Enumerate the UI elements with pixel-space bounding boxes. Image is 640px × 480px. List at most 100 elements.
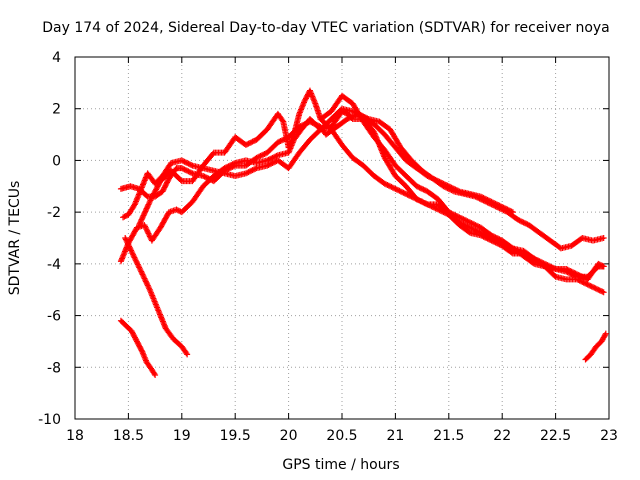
data-point <box>424 201 431 208</box>
data-point <box>416 197 423 204</box>
data-point <box>127 246 134 253</box>
data-point <box>464 218 471 225</box>
data-point <box>142 207 149 214</box>
x-tick-label: 22.5 <box>540 428 571 444</box>
data-point <box>181 158 188 165</box>
data-point <box>456 214 463 221</box>
data-point <box>141 275 148 282</box>
data-point <box>409 194 416 201</box>
data-point <box>471 226 478 233</box>
data-point <box>178 165 185 172</box>
data-point <box>125 241 132 248</box>
data-point <box>481 195 488 202</box>
data-point <box>244 141 251 148</box>
data-point <box>596 287 603 294</box>
data-point <box>407 192 414 199</box>
data-point <box>499 203 506 210</box>
data-point <box>412 195 419 202</box>
data-point <box>397 188 404 195</box>
data-point <box>144 281 151 288</box>
data-point <box>202 174 209 181</box>
data-point <box>391 185 398 192</box>
data-point <box>593 286 600 293</box>
data-point <box>124 240 131 247</box>
data-point <box>451 211 458 218</box>
data-point <box>301 121 308 128</box>
data-point <box>144 282 151 289</box>
data-point <box>435 178 442 185</box>
data-point <box>572 270 579 277</box>
data-point <box>472 222 479 229</box>
chart-title: Day 174 of 2024, Sidereal Day-to-day VTE… <box>42 20 610 36</box>
data-point <box>483 196 490 203</box>
data-point <box>181 166 188 173</box>
data-point <box>488 198 495 205</box>
data-point <box>404 191 411 198</box>
data-point <box>300 121 307 128</box>
data-point <box>312 121 319 128</box>
data-point <box>564 266 571 273</box>
data-point <box>180 158 187 165</box>
data-point <box>273 152 280 159</box>
data-point <box>344 116 351 123</box>
data-point <box>495 202 502 209</box>
data-point <box>416 184 423 191</box>
data-point <box>253 154 260 161</box>
data-point <box>128 248 135 255</box>
data-point <box>257 152 264 159</box>
data-point <box>600 263 607 270</box>
data-point <box>457 220 464 227</box>
data-point <box>178 157 185 164</box>
data-point <box>455 213 462 220</box>
data-point <box>393 186 400 193</box>
data-point <box>302 120 309 127</box>
data-point <box>225 165 232 172</box>
data-point <box>381 180 388 187</box>
data-point <box>182 167 189 174</box>
data-point <box>496 236 503 243</box>
x-tick-label: 21.5 <box>433 428 464 444</box>
data-point <box>484 196 491 203</box>
x-tick-label: 20 <box>280 428 298 444</box>
data-point <box>141 211 148 218</box>
data-point <box>427 202 434 209</box>
data-point <box>144 204 151 211</box>
data-point <box>568 268 575 275</box>
data-point <box>279 117 286 124</box>
data-point <box>276 138 283 145</box>
data-point <box>205 175 212 182</box>
data-points <box>117 87 609 379</box>
x-tick-labels: 18 18.5 19 19.5 20 20.5 21 21.5 22 22.5 23 <box>66 428 618 444</box>
data-point <box>142 276 149 283</box>
data-point <box>517 218 524 225</box>
data-point <box>575 277 582 284</box>
data-point <box>475 223 482 230</box>
data-point <box>226 165 233 172</box>
data-point <box>463 217 470 224</box>
data-point <box>515 216 522 223</box>
data-point <box>427 174 434 181</box>
data-point <box>575 271 582 278</box>
data-point <box>440 209 447 216</box>
data-point <box>258 152 265 159</box>
data-point <box>142 208 149 215</box>
data-point <box>584 281 591 288</box>
data-point <box>421 200 428 207</box>
data-point <box>413 183 420 190</box>
data-point <box>580 279 587 286</box>
data-point <box>242 141 249 148</box>
x-tick-label: 18 <box>66 428 84 444</box>
data-point <box>392 185 399 192</box>
series-sat-a <box>117 108 607 280</box>
data-point <box>131 202 138 209</box>
data-point <box>260 151 267 158</box>
data-point <box>425 173 432 180</box>
data-point <box>129 250 136 257</box>
data-point <box>585 282 592 289</box>
data-point <box>453 187 460 194</box>
data-point <box>463 222 470 229</box>
data-point <box>138 270 145 277</box>
data-point <box>419 198 426 205</box>
data-point <box>571 269 578 276</box>
data-point <box>140 212 147 219</box>
